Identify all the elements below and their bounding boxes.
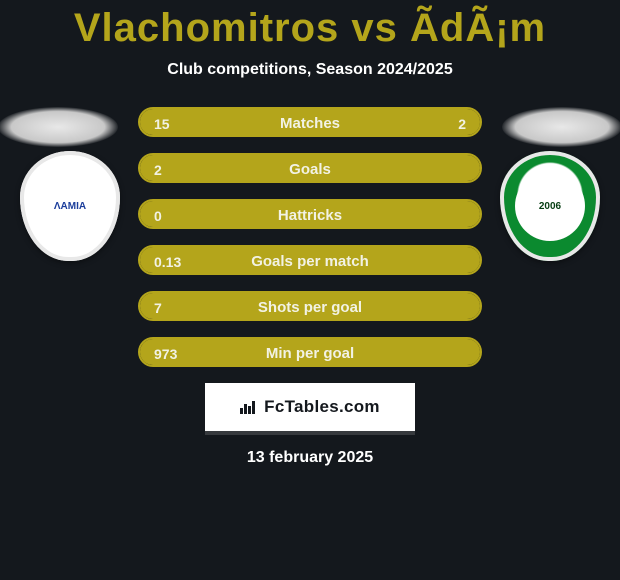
spotlight-right: [502, 107, 620, 147]
shield-icon: ΛΑΜΙΑ: [20, 151, 120, 261]
club-badge-right: 2006: [500, 151, 600, 261]
stat-row: 7Shots per goal: [138, 291, 482, 321]
brand-strip: FcTables.com: [205, 383, 415, 431]
brand-text: FcTables.com: [264, 397, 380, 416]
stat-value-left: 973: [140, 339, 191, 367]
club-label-right: 2006: [539, 201, 561, 212]
stat-row: 0Hattricks: [138, 199, 482, 229]
club-badge-left: ΛΑΜΙΑ: [20, 151, 120, 261]
content: ΛΑΜΙΑ 2006 152Matches2Goals0Hattricks0.1…: [0, 107, 620, 467]
spotlight-left: [0, 107, 118, 147]
stat-row: 0.13Goals per match: [138, 245, 482, 275]
stat-value-left: 0: [140, 201, 176, 229]
club-label-left: ΛΑΜΙΑ: [54, 201, 86, 212]
generated-date: 13 february 2025: [0, 449, 620, 467]
bars-icon: [240, 399, 258, 419]
stat-row: 2Goals: [138, 153, 482, 183]
vs-label: vs: [351, 6, 398, 50]
subtitle: Club competitions, Season 2024/2025: [0, 61, 620, 79]
stat-value-left: 15: [140, 109, 184, 137]
player-right-name: ÃdÃ¡m: [410, 6, 546, 50]
stat-row: 973Min per goal: [138, 337, 482, 367]
stats-bars: 152Matches2Goals0Hattricks0.13Goals per …: [138, 107, 482, 367]
player-left-name: Vlachomitros: [74, 6, 339, 50]
stat-value-left: 7: [140, 293, 176, 321]
stat-row: 15 2Matches: [138, 107, 482, 137]
stat-label: Shots per goal: [140, 293, 480, 321]
stat-label: Matches: [140, 109, 480, 137]
stat-value-right: 2: [444, 109, 480, 137]
page-title: Vlachomitros vs ÃdÃ¡m: [0, 0, 620, 51]
stat-label: Goals: [140, 155, 480, 183]
shield-icon: 2006: [500, 151, 600, 261]
stat-label: Hattricks: [140, 201, 480, 229]
stat-value-left: 2: [140, 155, 176, 183]
stat-value-left: 0.13: [140, 247, 195, 275]
